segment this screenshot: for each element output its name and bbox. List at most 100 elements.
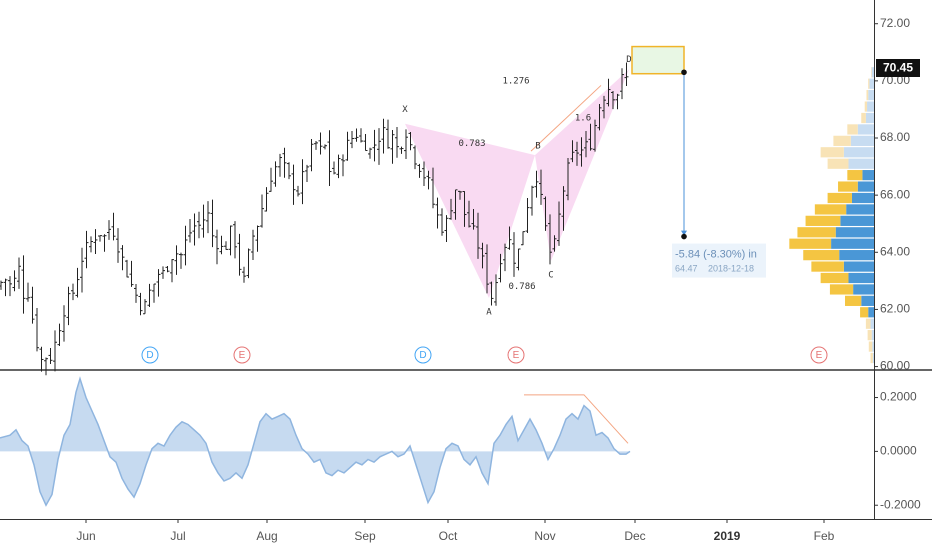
projection-start-point[interactable] — [681, 69, 687, 76]
y-tick-label-3: 66.00 — [880, 187, 910, 201]
osc-y-tick-label-2: -0.2000 — [880, 497, 921, 511]
projection-target-date: 2018-12-18 — [708, 264, 754, 274]
volume-bin-up-20 — [847, 124, 858, 135]
projection-label-box — [672, 243, 766, 278]
event-marker-3[interactable] — [507, 346, 525, 364]
target-zone-box[interactable] — [631, 45, 685, 75]
annotations[interactable]: -5.84 (-8.30%) in 64.47 2018-12-18 D E D E E — [141, 45, 828, 364]
volume-bin-up-13 — [814, 204, 847, 215]
y-tick-label-5: 62.00 — [880, 302, 910, 316]
pattern-point-x: X — [402, 105, 408, 115]
pattern-ratio-0: 0.783 — [458, 139, 485, 149]
volume-bin-up-22 — [864, 101, 868, 112]
volume-bin-up-5 — [845, 295, 862, 306]
pattern-point-c: C — [548, 270, 553, 280]
x-tick-label-sep: Sep — [354, 529, 376, 543]
volume-bin-down-19 — [850, 135, 874, 146]
volume-bin-down-10 — [831, 238, 874, 249]
volume-profile — [789, 67, 874, 364]
volume-bin-down-17 — [848, 158, 874, 169]
volume-bin-down-1 — [872, 341, 874, 352]
volume-bin-up-3 — [865, 318, 871, 329]
volume-bin-up-21 — [861, 112, 866, 124]
volume-bin-up-1 — [868, 341, 873, 352]
projection-change-label: -5.84 (-8.30%) in — [675, 249, 757, 261]
volume-bin-down-14 — [851, 192, 874, 204]
y-tick-label-2: 68.00 — [880, 130, 910, 144]
x-tick-label-nov: Nov — [534, 529, 555, 543]
volume-bin-up-15 — [838, 181, 858, 192]
volume-bin-up-7 — [820, 272, 849, 284]
volume-bin-down-18 — [843, 147, 874, 158]
event-marker-label-0: D — [146, 350, 153, 361]
x-tick-label-feb: Feb — [814, 529, 835, 543]
x-tick-label-jun: Jun — [76, 529, 95, 543]
volume-bin-down-11 — [835, 227, 874, 238]
volume-bin-down-24 — [869, 78, 874, 89]
projection-end-point[interactable] — [681, 233, 687, 240]
projection-target-price: 64.47 — [675, 264, 698, 274]
projection-arrowhead — [681, 230, 687, 236]
event-marker-label-2: D — [419, 350, 426, 361]
event-marker-4[interactable] — [810, 346, 828, 364]
event-marker-1[interactable] — [233, 346, 251, 364]
volume-bin-down-6 — [853, 284, 874, 295]
pattern-point-b: B — [535, 142, 540, 152]
oscillator-panel[interactable] — [0, 371, 874, 519]
volume-bin-up-17 — [827, 158, 849, 169]
volume-bin-up-16 — [847, 170, 863, 181]
last-price-value: 70.45 — [883, 61, 913, 75]
volume-bin-down-21 — [865, 112, 874, 124]
volume-bin-down-23 — [868, 90, 874, 101]
volume-bin-down-2 — [871, 330, 874, 341]
volume-bin-up-8 — [811, 261, 844, 272]
x-tick-label-aug: Aug — [256, 529, 277, 543]
volume-bin-up-0 — [870, 352, 873, 364]
event-marker-0[interactable] — [141, 346, 159, 364]
volume-bin-down-16 — [862, 170, 874, 181]
volume-bin-up-6 — [829, 284, 854, 295]
event-marker-label-4: E — [816, 350, 823, 361]
osc-y-tick-label-1: 0.0000 — [880, 444, 917, 458]
volume-bin-up-19 — [833, 135, 851, 146]
pattern-ratio-1: 0.786 — [508, 282, 535, 292]
volume-bin-up-2 — [867, 330, 872, 341]
pattern-xab-triangle[interactable] — [405, 123, 535, 298]
volume-bin-up-11 — [797, 227, 836, 238]
volume-bin-down-22 — [867, 101, 874, 112]
volume-bin-up-25 — [871, 67, 872, 78]
event-marker-label-1: E — [239, 350, 246, 361]
volume-bin-down-7 — [848, 272, 874, 284]
event-marker-label-3: E — [513, 350, 520, 361]
axes: 72.0070.0068.0066.0064.0062.0060.0070.45… — [76, 16, 921, 543]
oscillator-area — [0, 378, 630, 506]
x-tick-label-oct: Oct — [439, 529, 458, 543]
volume-bin-down-12 — [840, 215, 874, 226]
volume-bin-up-10 — [789, 238, 832, 249]
pattern-ratio-3: 1.6 — [575, 114, 591, 124]
oscillator-line — [0, 376, 631, 507]
volume-bin-up-9 — [803, 250, 840, 261]
oscillator-divergence-line[interactable] — [524, 394, 629, 444]
x-tick-label-jul: Jul — [170, 529, 185, 543]
oscillator-series — [0, 376, 631, 507]
volume-bin-down-0 — [872, 352, 874, 364]
volume-bin-down-5 — [861, 295, 874, 306]
volume-bin-down-3 — [870, 318, 874, 329]
volume-bin-up-14 — [827, 192, 852, 204]
volume-bin-up-24 — [868, 78, 870, 89]
pattern-extension-line — [530, 85, 602, 152]
volume-bin-down-20 — [857, 124, 874, 135]
volume-bin-down-4 — [868, 307, 874, 318]
last-price-tag[interactable] — [876, 59, 920, 77]
volume-bin-down-25 — [871, 67, 874, 78]
volume-bin-up-12 — [805, 215, 841, 226]
y-tick-label-6: 60.00 — [880, 359, 910, 373]
candlesticks — [0, 62, 629, 376]
pattern-point-a: A — [486, 308, 492, 318]
event-marker-2[interactable] — [414, 346, 432, 364]
x-tick-label-2019: 2019 — [714, 529, 741, 543]
volume-bin-down-13 — [846, 204, 874, 215]
